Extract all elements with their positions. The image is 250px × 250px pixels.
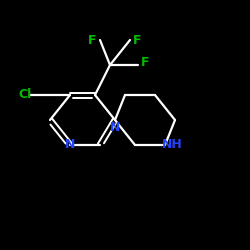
Text: Cl: Cl <box>18 88 32 102</box>
Text: NH: NH <box>162 138 183 151</box>
Text: F: F <box>133 34 142 46</box>
Text: N: N <box>65 138 75 151</box>
Text: F: F <box>88 34 97 46</box>
Text: N: N <box>110 121 120 134</box>
Text: F: F <box>141 56 149 69</box>
